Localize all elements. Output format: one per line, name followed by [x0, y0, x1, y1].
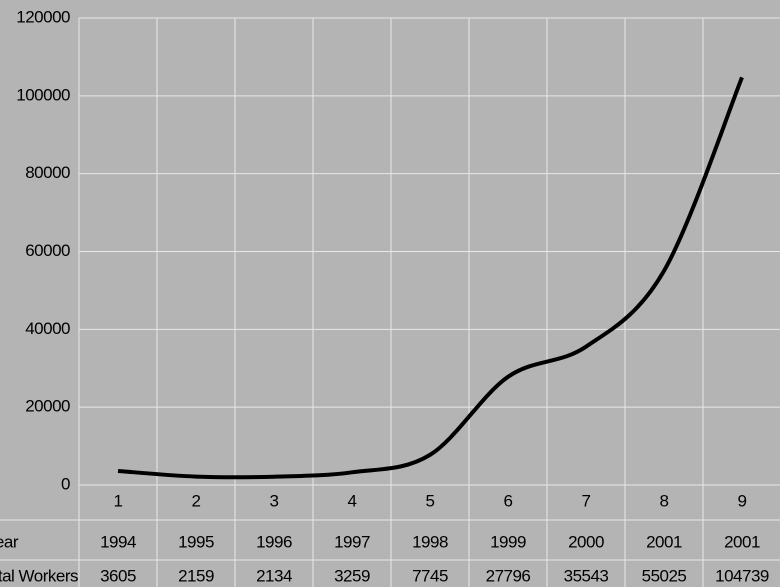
y-tick-label: 0	[61, 474, 70, 493]
series-line	[117, 76, 744, 480]
y-tick-label: 120000	[16, 7, 70, 26]
x-tick-label: 3	[270, 491, 279, 510]
y-tick-label: 20000	[25, 397, 70, 416]
value-cell: 35543	[564, 566, 609, 585]
x-tick-label: 8	[660, 491, 669, 510]
value-cell: 104739	[715, 566, 769, 585]
x-tick-label: 7	[582, 491, 591, 510]
y-tick-label: 60000	[25, 241, 70, 260]
y-tick-label: 40000	[25, 319, 70, 338]
value-cell: 7745	[412, 566, 448, 585]
row-label: Year	[0, 532, 19, 551]
year-cell: 1995	[178, 532, 214, 551]
year-cell: 1996	[256, 532, 292, 551]
value-cell: 2134	[256, 566, 292, 585]
value-cell: 55025	[642, 566, 687, 585]
x-tick-label: 1	[114, 491, 123, 510]
value-cell: 3605	[100, 566, 136, 585]
y-tick-label: 80000	[25, 163, 70, 182]
year-cell: 2001	[724, 532, 760, 551]
value-cell: 27796	[486, 566, 531, 585]
x-tick-label: 2	[192, 491, 201, 510]
y-tick-label: 100000	[16, 85, 70, 104]
x-tick-label: 9	[738, 491, 747, 510]
value-cell: 3259	[334, 566, 370, 585]
x-tick-label: 6	[504, 491, 513, 510]
year-cell: 2000	[568, 532, 604, 551]
x-tick-label: 5	[426, 491, 435, 510]
year-cell: 1999	[490, 532, 526, 551]
x-tick-label: 4	[348, 491, 357, 510]
value-cell: 2159	[178, 566, 214, 585]
row-label: Total Workers	[0, 566, 78, 585]
year-cell: 2001	[646, 532, 682, 551]
year-cell: 1997	[334, 532, 370, 551]
year-cell: 1998	[412, 532, 448, 551]
year-cell: 1994	[100, 532, 136, 551]
